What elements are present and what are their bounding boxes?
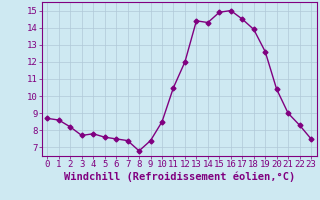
X-axis label: Windchill (Refroidissement éolien,°C): Windchill (Refroidissement éolien,°C) bbox=[64, 172, 295, 182]
